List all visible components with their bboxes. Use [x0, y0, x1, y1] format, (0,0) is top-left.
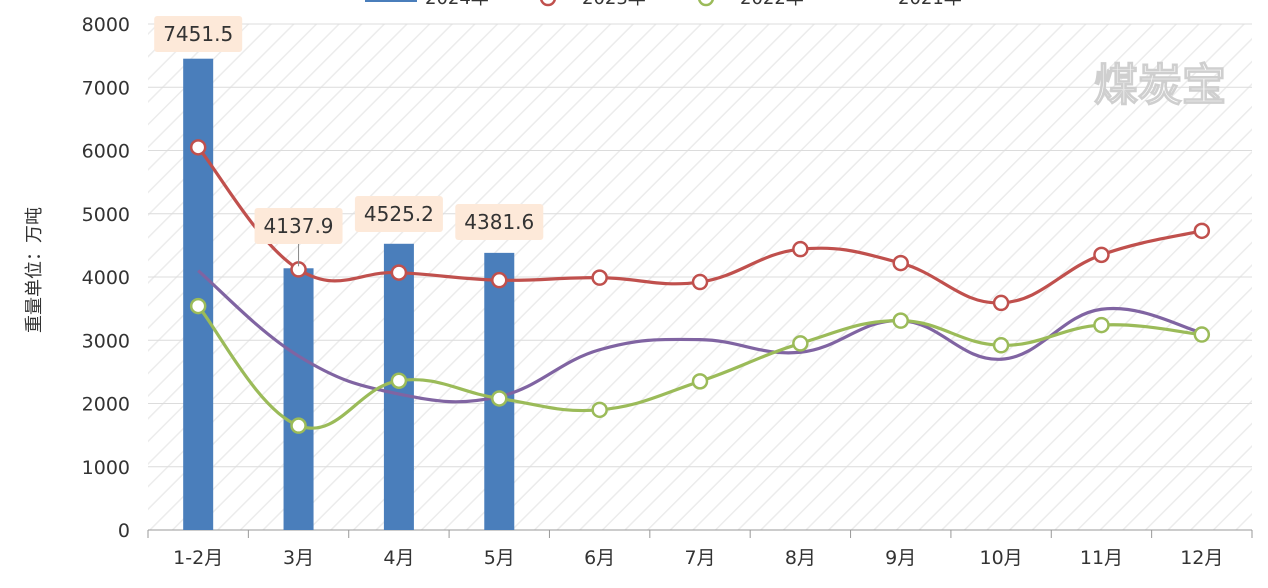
legend-item: 2024年	[365, 0, 489, 9]
y-tick-label: 3000	[82, 330, 130, 352]
data-point	[1093, 246, 1110, 264]
label-box	[354, 196, 443, 232]
data-point	[1193, 222, 1211, 240]
data-point	[691, 373, 709, 390]
x-tick-label: 8月	[785, 547, 816, 569]
data-point	[892, 312, 909, 329]
series-line	[197, 269, 1203, 404]
y-tick-label: 0	[118, 520, 130, 542]
data-point	[491, 390, 508, 407]
x-tick-label: 12月	[1180, 547, 1223, 569]
data-point	[892, 254, 909, 272]
y-tick-label: 1000	[82, 457, 130, 479]
line-series	[189, 297, 1211, 434]
label-text: 7451.5	[163, 22, 233, 46]
data-point	[290, 417, 307, 434]
bar-data-label: 4137.9	[254, 208, 343, 267]
x-tick-label: 5月	[484, 547, 515, 569]
data-point	[591, 401, 608, 419]
x-tick-label: 7月	[684, 547, 715, 569]
data-point	[189, 139, 207, 156]
data-point	[792, 335, 809, 352]
y-axis-label: 重量单位：万吨	[24, 207, 45, 333]
legend-item: 2022年	[697, 0, 804, 9]
data-point	[390, 372, 408, 389]
data-point	[189, 297, 207, 315]
data-point	[1193, 326, 1211, 343]
x-tick-label: 6月	[584, 547, 615, 569]
gridlines	[148, 23, 1252, 531]
data-point	[691, 273, 709, 291]
data-point	[992, 294, 1010, 312]
line-series	[197, 269, 1203, 404]
bar-series	[183, 58, 515, 530]
legend-marker	[697, 0, 715, 7]
y-axis: 0 1000 2000 3000 4000 5000 6000 7000 8000	[82, 14, 130, 542]
data-point	[792, 240, 809, 258]
legend-label: 2024年	[425, 0, 489, 9]
bar-data-label: 4525.2	[354, 196, 443, 232]
data-point	[1093, 316, 1110, 334]
label-box	[254, 208, 343, 244]
label-text: 4381.6	[464, 210, 534, 234]
legend-label: 2022年	[740, 0, 804, 9]
bar-data-label: 7451.5	[154, 16, 243, 52]
bar-data-labels: 7451.5 4137.9 4525.2 4381.6	[154, 16, 544, 267]
data-point	[390, 264, 408, 281]
data-point	[591, 269, 608, 286]
label-box	[154, 16, 243, 52]
label-text: 4137.9	[264, 214, 334, 238]
y-tick-label: 4000	[82, 267, 130, 289]
x-tick-label: 9月	[885, 547, 916, 569]
legend-marker	[539, 0, 557, 7]
legend-item: 2023年	[539, 0, 646, 9]
line-series-group	[189, 139, 1211, 434]
legend: 2024年 2023年 2022年 2021年	[365, 0, 962, 9]
bar	[183, 58, 214, 530]
legend-label: 2021年	[898, 0, 962, 9]
y-tick-label: 7000	[82, 77, 130, 99]
y-tick-label: 8000	[82, 14, 130, 36]
legend-label: 2023年	[582, 0, 646, 9]
line-series	[189, 139, 1211, 312]
bar-data-label: 4381.6	[455, 204, 544, 240]
watermark: 煤炭宝	[1094, 60, 1226, 111]
legend-item: 2021年	[898, 0, 962, 9]
bar	[283, 268, 314, 530]
x-tick-label: 10月	[979, 547, 1022, 569]
x-tick-label: 11月	[1080, 547, 1123, 569]
x-axis: 1-2月 3月 4月 5月 6月 7月 8月 9月 10月 11月 12月	[147, 530, 1253, 569]
x-tick-label: 1-2月	[173, 547, 223, 569]
x-tick-label: 3月	[283, 547, 314, 569]
data-point	[992, 337, 1010, 354]
data-point	[491, 271, 508, 289]
y-tick-label: 5000	[82, 204, 130, 226]
x-tick-label: 4月	[383, 547, 414, 569]
label-box	[455, 204, 544, 240]
label-text: 4525.2	[364, 202, 434, 226]
y-tick-label: 2000	[82, 394, 130, 416]
y-tick-label: 6000	[82, 141, 130, 163]
legend-swatch	[365, 0, 417, 2]
